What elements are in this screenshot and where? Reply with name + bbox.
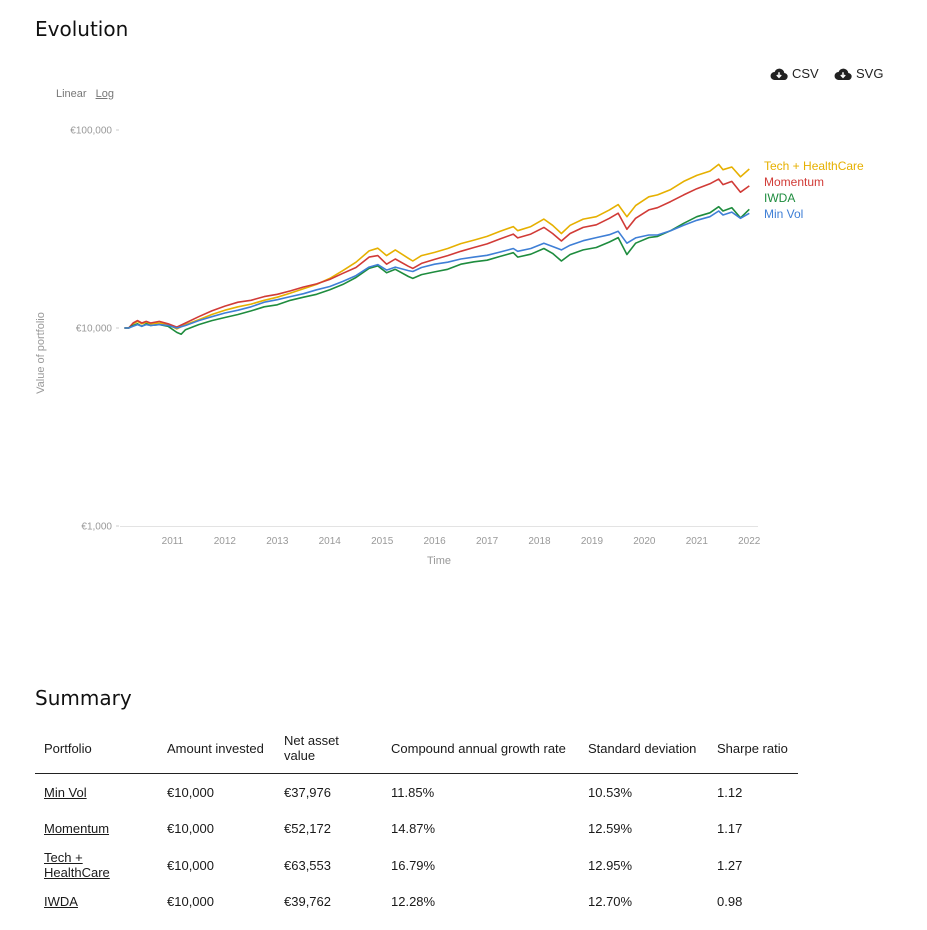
- amount-invested-cell: €10,000: [167, 784, 214, 800]
- summary-title: Summary: [35, 686, 132, 710]
- series-line-min-vol: [124, 210, 750, 329]
- series-label-tech-healthcare: Tech + HealthCare: [764, 159, 864, 173]
- x-tick-label: 2013: [266, 536, 289, 547]
- amount-invested-cell: €10,000: [167, 857, 214, 873]
- sharpe-cell: 1.12: [717, 784, 743, 800]
- portfolio-link[interactable]: Momentum: [44, 821, 110, 837]
- net-asset-value-cell: €52,172: [284, 821, 331, 837]
- x-tick-label: 2017: [476, 536, 499, 547]
- scale-linear-option[interactable]: Linear: [56, 88, 87, 100]
- std-dev-cell: 12.70%: [588, 894, 633, 910]
- x-tick-label: 2014: [319, 536, 342, 547]
- table-row: IWDA €10,000 €39,762 12.28% 12.70% 0.98: [35, 884, 798, 921]
- x-tick-label: 2022: [738, 536, 761, 547]
- chart-axes: €1,000 €10,000 €100,000 2011 2012 2013 2014 201…: [35, 126, 761, 568]
- y-tick-label: €1,000: [81, 522, 112, 533]
- y-axis-title: Value of portfolio: [35, 312, 47, 394]
- series-line-iwda: [124, 205, 750, 335]
- x-tick-label: 2018: [528, 536, 551, 547]
- header-cagr: Compound annual growth rate: [382, 733, 579, 774]
- portfolio-link[interactable]: Tech + HealthCare: [44, 850, 110, 881]
- scale-log-option[interactable]: Log: [95, 88, 114, 100]
- header-std-dev: Standard deviation: [579, 733, 708, 774]
- portfolio-link[interactable]: Min Vol: [44, 784, 87, 800]
- x-tick-label: 2021: [686, 536, 709, 547]
- header-sharpe: Sharpe ratio: [708, 733, 798, 774]
- evolution-title: Evolution: [35, 17, 129, 41]
- x-tick-label: 2020: [633, 536, 656, 547]
- header-amount-invested: Amount invested: [158, 733, 275, 774]
- net-asset-value-cell: €63,553: [284, 857, 331, 873]
- amount-invested-cell: €10,000: [167, 894, 214, 910]
- scale-toggle: Linear Log: [56, 88, 114, 100]
- evolution-chart: €1,000 €10,000 €100,000 2011 2012 2013 2014 201…: [35, 126, 864, 568]
- sharpe-cell: 1.27: [717, 857, 743, 873]
- series-label-iwda: IWDA: [764, 191, 795, 205]
- cagr-cell: 11.85%: [391, 784, 435, 800]
- export-svg-button[interactable]: SVG: [834, 66, 883, 81]
- y-tick-label: €10,000: [76, 324, 113, 335]
- x-tick-label: 2011: [162, 536, 184, 547]
- sharpe-cell: 1.17: [717, 821, 743, 837]
- export-csv-label: CSV: [792, 66, 819, 81]
- chart-series: [124, 163, 750, 335]
- x-tick-label: 2015: [371, 536, 394, 547]
- net-asset-value-cell: €39,762: [284, 894, 331, 910]
- net-asset-value-cell: €37,976: [284, 784, 331, 800]
- table-row: Min Vol €10,000 €37,976 11.85% 10.53% 1.…: [35, 774, 798, 811]
- y-tick-label: €100,000: [70, 126, 112, 137]
- table-row: Momentum €10,000 €52,172 14.87% 12.59% 1…: [35, 811, 798, 848]
- series-label-momentum: Momentum: [764, 175, 824, 189]
- series-line-tech-healthcare: [124, 163, 750, 330]
- header-net-asset-value: Net asset value: [275, 733, 382, 774]
- amount-invested-cell: €10,000: [167, 821, 214, 837]
- sharpe-cell: 0.98: [717, 894, 743, 910]
- cagr-cell: 14.87%: [391, 821, 436, 837]
- std-dev-cell: 12.59%: [588, 821, 633, 837]
- series-line-momentum: [124, 178, 750, 329]
- portfolio-link[interactable]: IWDA: [44, 894, 78, 910]
- chart-legend: Tech + HealthCare Momentum IWDA Min Vol: [764, 159, 864, 221]
- x-axis-title: Time: [427, 555, 451, 567]
- export-csv-button[interactable]: CSV: [770, 66, 819, 81]
- std-dev-cell: 10.53%: [588, 784, 633, 800]
- cagr-cell: 12.28%: [391, 894, 436, 910]
- cloud-download-icon: [770, 68, 788, 80]
- x-tick-label: 2016: [424, 536, 447, 547]
- cloud-download-icon: [834, 68, 852, 80]
- export-svg-label: SVG: [856, 66, 884, 81]
- table-row: Tech + HealthCare €10,000 €63,553 16.79%…: [35, 847, 798, 884]
- cagr-cell: 16.79%: [391, 857, 436, 873]
- series-label-min-vol: Min Vol: [764, 207, 803, 221]
- summary-table: Portfolio Amount invested Net asset valu…: [35, 733, 798, 920]
- header-portfolio: Portfolio: [35, 733, 158, 774]
- x-tick-label: 2019: [581, 536, 604, 547]
- std-dev-cell: 12.95%: [588, 857, 633, 873]
- summary-header-row: Portfolio Amount invested Net asset valu…: [35, 733, 798, 774]
- x-tick-label: 2012: [214, 536, 237, 547]
